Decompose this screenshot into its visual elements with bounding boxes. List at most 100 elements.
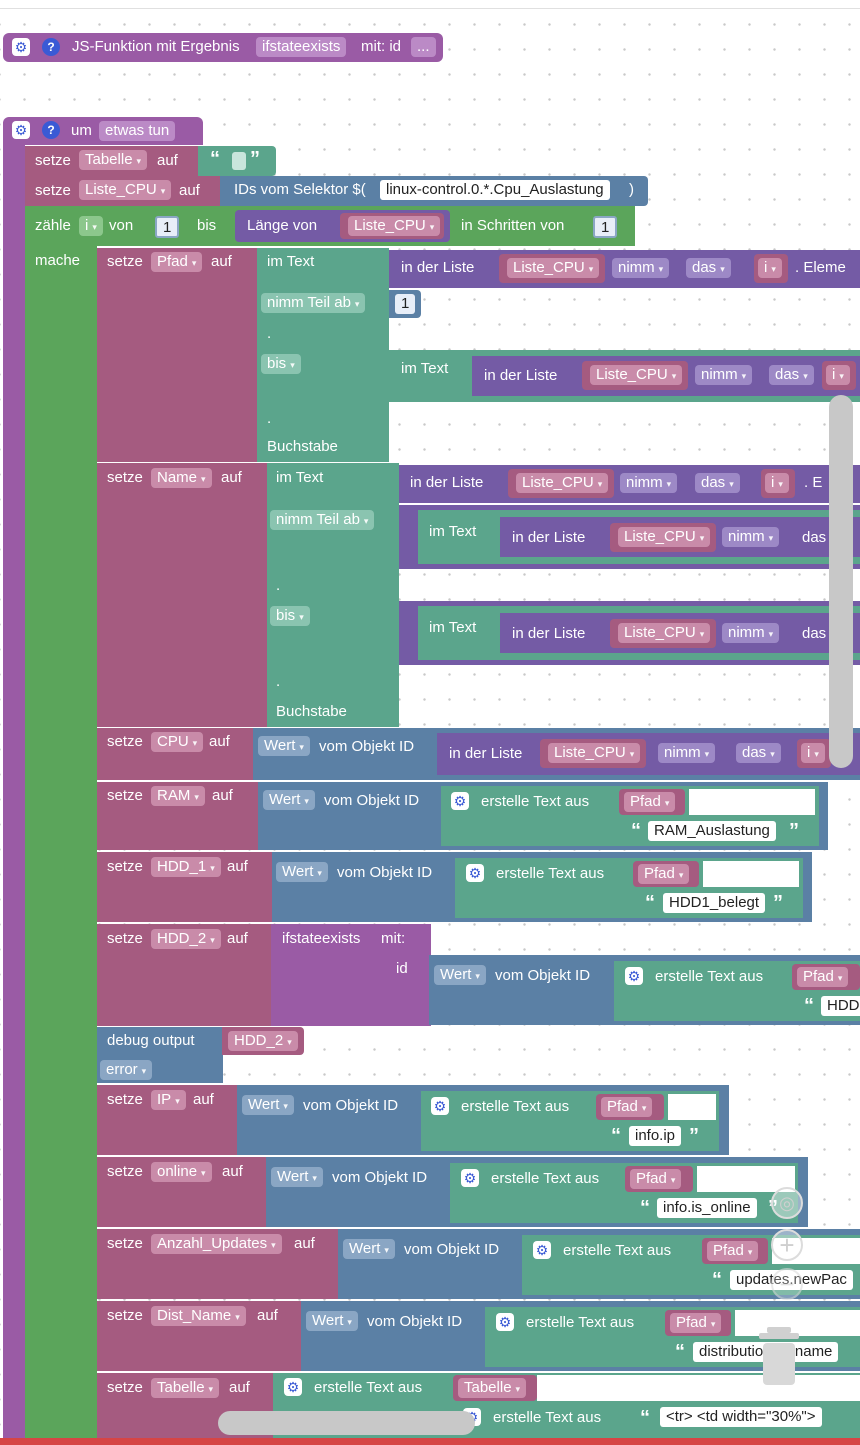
gear-icon[interactable]: ⚙: [12, 121, 30, 139]
string-field[interactable]: HDD: [821, 996, 860, 1016]
pfad-variable-dropdown[interactable]: Pfad ▾: [624, 792, 676, 812]
list-variable-dropdown[interactable]: Liste_CPU ▾: [548, 743, 641, 763]
empty-text-field[interactable]: [232, 152, 246, 170]
pfad-variable-dropdown[interactable]: Pfad ▾: [601, 1097, 653, 1117]
gear-icon[interactable]: ⚙: [625, 967, 643, 985]
list-get-block[interactable]: in der Liste Liste_CPU ▾ nimm ▾ das: [500, 613, 860, 653]
list-get-block[interactable]: in der Liste Liste_CPU ▾ nimm ▾ das ▾ i ▾ . …: [389, 250, 860, 288]
string-field[interactable]: RAM_Auslastung: [648, 821, 776, 841]
list-variable-dropdown[interactable]: Liste_CPU ▾: [348, 216, 441, 236]
list-variable-dropdown[interactable]: Liste_CPU ▾: [516, 473, 609, 493]
nimm-dropdown[interactable]: nimm ▾: [722, 623, 780, 643]
substring-from-dropdown[interactable]: nimm Teil ab ▾: [261, 293, 366, 313]
vertical-scrollbar[interactable]: [829, 395, 853, 768]
gear-icon[interactable]: ⚙: [466, 864, 484, 882]
variable-dropdown[interactable]: Name ▾: [151, 468, 212, 488]
target-icon[interactable]: ◎: [771, 1187, 803, 1219]
nested-text-join-block[interactable]: ⚙ erstelle Text aus “ <tr> <td width="30…: [455, 1402, 860, 1438]
gear-icon[interactable]: ⚙: [431, 1097, 449, 1115]
wert-dropdown[interactable]: Wert ▾: [276, 862, 328, 882]
list-variable-dropdown[interactable]: Liste_CPU ▾: [618, 623, 711, 643]
list-length-block[interactable]: Länge von Liste_CPU ▾: [235, 210, 450, 242]
text-join-block[interactable]: ⚙ erstelle Text aus Pfad▾ “ distribution…: [485, 1307, 860, 1367]
plus-icon[interactable]: +: [771, 1229, 803, 1261]
text-join-block[interactable]: ⚙ erstelle Text aus Pfad ▾ “ RAM_Auslastu…: [441, 786, 819, 846]
nimm-dropdown[interactable]: nimm ▾: [695, 365, 753, 385]
nimm-dropdown[interactable]: nimm ▾: [620, 473, 678, 493]
variable-dropdown[interactable]: RAM ▾: [151, 786, 205, 806]
gear-icon[interactable]: ⚙: [496, 1313, 514, 1331]
log-level-dropdown[interactable]: error ▾: [100, 1060, 153, 1080]
wert-dropdown[interactable]: Wert ▾: [434, 965, 486, 985]
variable-dropdown[interactable]: CPU ▾: [151, 732, 204, 752]
function-name-field[interactable]: ifstateexists: [256, 37, 347, 57]
string-field[interactable]: <tr> <td width="30%">: [660, 1407, 822, 1427]
variable-dropdown[interactable]: HDD_2 ▾: [228, 1031, 298, 1051]
horizontal-scrollbar[interactable]: [218, 1411, 475, 1435]
tabelle-variable-dropdown[interactable]: Tabelle ▾: [458, 1378, 527, 1398]
wert-dropdown[interactable]: Wert ▾: [271, 1167, 323, 1187]
index-variable-dropdown[interactable]: i ▾: [801, 743, 825, 763]
set-name-block[interactable]: [97, 463, 267, 727]
substring-to-dropdown[interactable]: bis ▾: [270, 606, 310, 626]
wert-dropdown[interactable]: Wert ▾: [306, 1311, 358, 1331]
substring-block[interactable]: [267, 463, 399, 727]
nimm-dropdown[interactable]: nimm ▾: [612, 258, 670, 278]
variable-dropdown[interactable]: HDD_1 ▾: [151, 857, 221, 877]
gear-icon[interactable]: ⚙: [533, 1241, 551, 1259]
string-field[interactable]: info.ip: [629, 1126, 682, 1146]
text-join-block[interactable]: ⚙ erstelle Text aus Pfad ▾ “ info.ip ”: [421, 1091, 719, 1151]
list-variable-dropdown[interactable]: Liste_CPU ▾: [590, 365, 683, 385]
text-join-block[interactable]: ⚙ erstelle Text aus Pfad ▾ “ info.is_onli…: [450, 1163, 798, 1223]
help-icon[interactable]: ?: [42, 38, 60, 56]
nimm-dropdown[interactable]: nimm ▾: [722, 527, 780, 547]
function-more-button[interactable]: ...: [411, 37, 436, 57]
minus-icon[interactable]: −: [771, 1268, 803, 1300]
pfad-variable-dropdown[interactable]: Pfad ▾: [797, 967, 849, 987]
substring-from-dropdown[interactable]: nimm Teil ab ▾: [270, 510, 375, 530]
function-call-block[interactable]: ifstateexists mit: id: [271, 924, 431, 1026]
procedure-name-field[interactable]: etwas tun: [99, 121, 176, 141]
wert-dropdown[interactable]: Wert ▾: [242, 1095, 294, 1115]
das-dropdown[interactable]: das ▾: [686, 258, 731, 278]
das-dropdown[interactable]: das ▾: [769, 365, 814, 385]
list-get-block[interactable]: in der Liste Liste_CPU ▾ nimm ▾ das ▾ i ▾: [437, 733, 860, 775]
variable-dropdown[interactable]: HDD_2 ▾: [151, 929, 221, 949]
variable-dropdown[interactable]: Pfad ▾: [151, 252, 203, 272]
string-field[interactable]: info.is_online: [657, 1198, 757, 1218]
das-dropdown[interactable]: das ▾: [736, 743, 781, 763]
debug-variable-block[interactable]: HDD_2 ▾: [222, 1027, 304, 1055]
das-dropdown[interactable]: das ▾: [695, 473, 740, 493]
set-pfad-block[interactable]: [97, 248, 257, 462]
list-get-block[interactable]: in der Liste Liste_CPU ▾ nimm ▾ das ▾ i ▾: [472, 356, 860, 396]
function-definition-block[interactable]: ⚙ ? JS-Funktion mit Ergebnis ifstateexis…: [3, 33, 443, 62]
pfad-variable-dropdown[interactable]: Pfad ▾: [670, 1313, 722, 1333]
text-join-block[interactable]: ⚙ erstelle Text aus Pfad ▾ “ HDD: [614, 961, 860, 1021]
trash-icon[interactable]: [757, 1325, 801, 1387]
variable-dropdown[interactable]: Tabelle ▾: [79, 150, 148, 170]
string-field[interactable]: HDD1_belegt: [663, 893, 766, 913]
list-variable-dropdown[interactable]: Liste_CPU ▾: [507, 258, 600, 278]
selector-block[interactable]: IDs vom Selektor $( linux-control.0.*.Cp…: [220, 176, 648, 206]
list-get-block[interactable]: in der Liste Liste_CPU ▾ nimm ▾ das: [500, 517, 860, 557]
index-variable-dropdown[interactable]: i ▾: [826, 365, 850, 385]
from-number-field[interactable]: 1: [155, 216, 180, 238]
wert-dropdown[interactable]: Wert ▾: [343, 1239, 395, 1259]
text-literal-block[interactable]: “ ”: [198, 146, 276, 176]
loop-variable-dropdown[interactable]: i ▾: [79, 216, 103, 236]
variable-dropdown[interactable]: Liste_CPU ▾: [79, 180, 172, 200]
gear-icon[interactable]: ⚙: [461, 1169, 479, 1187]
pfad-variable-dropdown[interactable]: Pfad ▾: [630, 1169, 682, 1189]
text-join-block[interactable]: ⚙ erstelle Text aus Pfad ▾ “ HDD1_belegt …: [455, 858, 803, 918]
variable-dropdown[interactable]: Dist_Name ▾: [151, 1306, 246, 1326]
index-variable-dropdown[interactable]: i ▾: [758, 258, 782, 278]
step-number-field[interactable]: 1: [593, 216, 618, 238]
gear-icon[interactable]: ⚙: [284, 1378, 302, 1396]
text-join-block[interactable]: ⚙ erstelle Text aus Pfad ▾ “ updates.newP…: [522, 1235, 860, 1295]
wert-dropdown[interactable]: Wert ▾: [258, 736, 310, 756]
list-variable-dropdown[interactable]: Liste_CPU ▾: [618, 527, 711, 547]
pfad-variable-dropdown[interactable]: Pfad ▾: [638, 864, 690, 884]
number-field[interactable]: 1: [395, 294, 416, 314]
variable-dropdown[interactable]: Tabelle ▾: [151, 1378, 220, 1398]
variable-dropdown[interactable]: IP ▾: [151, 1090, 186, 1110]
